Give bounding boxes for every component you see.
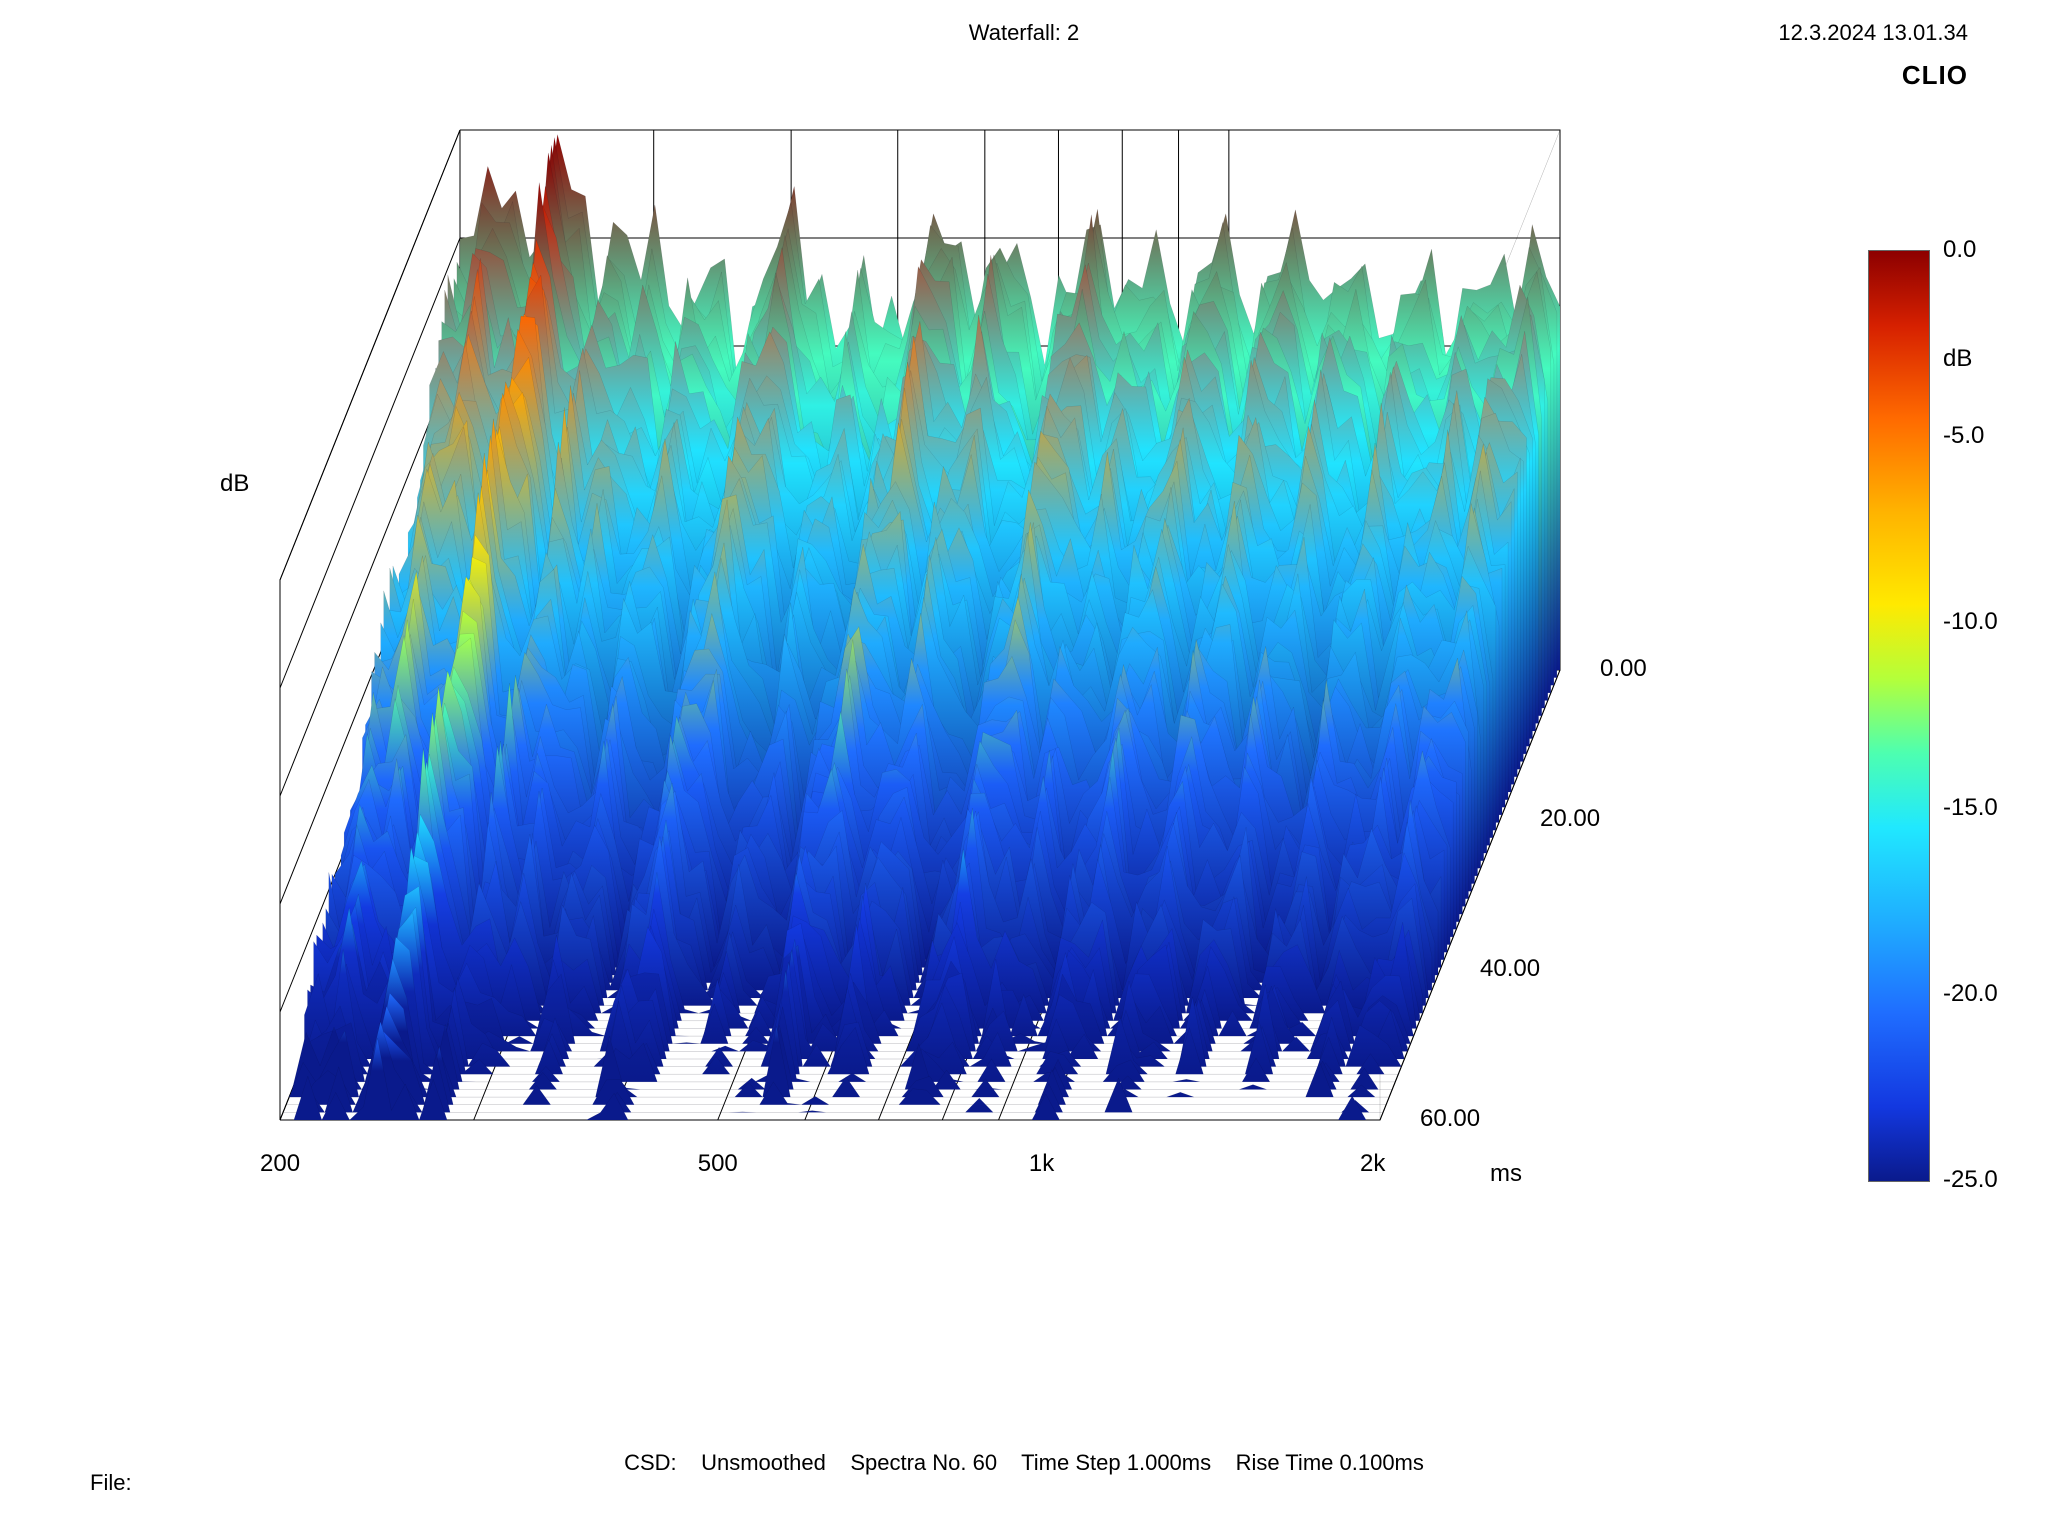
timestamp: 12.3.2024 13.01.34	[1778, 20, 1968, 46]
time-step-value: 1.000ms	[1127, 1450, 1211, 1475]
brand-label: CLIO	[1902, 60, 1968, 91]
y-tick-label: 0.00	[1600, 655, 1647, 683]
colorbar-tick-label: 0.0	[1943, 236, 1976, 264]
colorbar: dB 0.0-5.0-10.0-15.0-20.0-25.0	[1868, 250, 1928, 1180]
rise-time-value: 0.100ms	[1340, 1450, 1424, 1475]
spectra-no-label: Spectra No.	[850, 1450, 966, 1475]
x-tick-label: 200	[260, 1150, 300, 1178]
y-tick-label: 20.00	[1540, 805, 1600, 833]
z-axis-unit: dB	[220, 470, 249, 498]
x-tick-label: 500	[698, 1150, 738, 1178]
y-tick-label: 40.00	[1480, 955, 1540, 983]
chart-title: Waterfall: 2	[969, 20, 1079, 46]
colorbar-tick-label: -15.0	[1943, 794, 1998, 822]
y-tick-label: 60.00	[1420, 1105, 1480, 1133]
y-axis-unit: ms	[1490, 1160, 1522, 1188]
file-label: File:	[90, 1470, 132, 1496]
x-tick-label: 2k	[1360, 1150, 1385, 1178]
spectra-no-value: 60	[973, 1450, 997, 1475]
colorbar-tick-label: -5.0	[1943, 422, 1984, 450]
colorbar-tick-label: -25.0	[1943, 1166, 1998, 1194]
smoothing-value: Unsmoothed	[701, 1450, 826, 1475]
colorbar-unit: dB	[1943, 345, 1972, 373]
rise-time-label: Rise Time	[1236, 1450, 1334, 1475]
colorbar-tick-label: -10.0	[1943, 608, 1998, 636]
time-step-label: Time Step	[1021, 1450, 1120, 1475]
colorbar-tick-label: -20.0	[1943, 980, 1998, 1008]
footer-info: CSD: Unsmoothed Spectra No. 60 Time Step…	[0, 1450, 2048, 1476]
x-tick-label: 1k	[1029, 1150, 1054, 1178]
csd-label: CSD:	[624, 1450, 677, 1475]
waterfall-3d-plot: dB 0.0-5.0-10.0-15.0-20.0-25.0 2005001k2…	[180, 100, 1680, 1250]
